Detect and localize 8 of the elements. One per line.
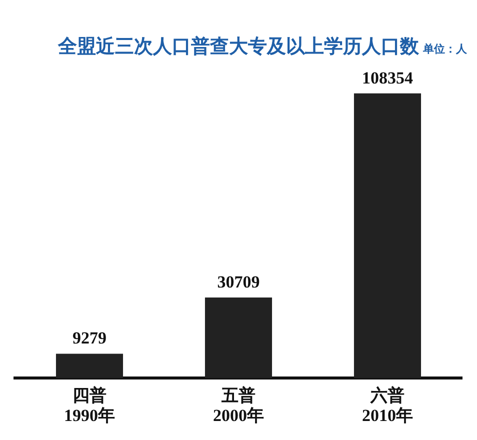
text: 单位：人: [422, 42, 468, 56]
chart-title: 全盟近三次人口普查大专及以上学历人口数: [57, 35, 420, 58]
data-label: 108354: [362, 68, 414, 88]
x-tick-label: 四普 1990年: [64, 384, 115, 426]
data-label: 9279: [72, 328, 106, 348]
x-tick-label: 六普 2010年: [362, 384, 413, 426]
data-label: 30709: [217, 272, 260, 292]
x-tick-label: 五普 2000年: [213, 384, 264, 426]
